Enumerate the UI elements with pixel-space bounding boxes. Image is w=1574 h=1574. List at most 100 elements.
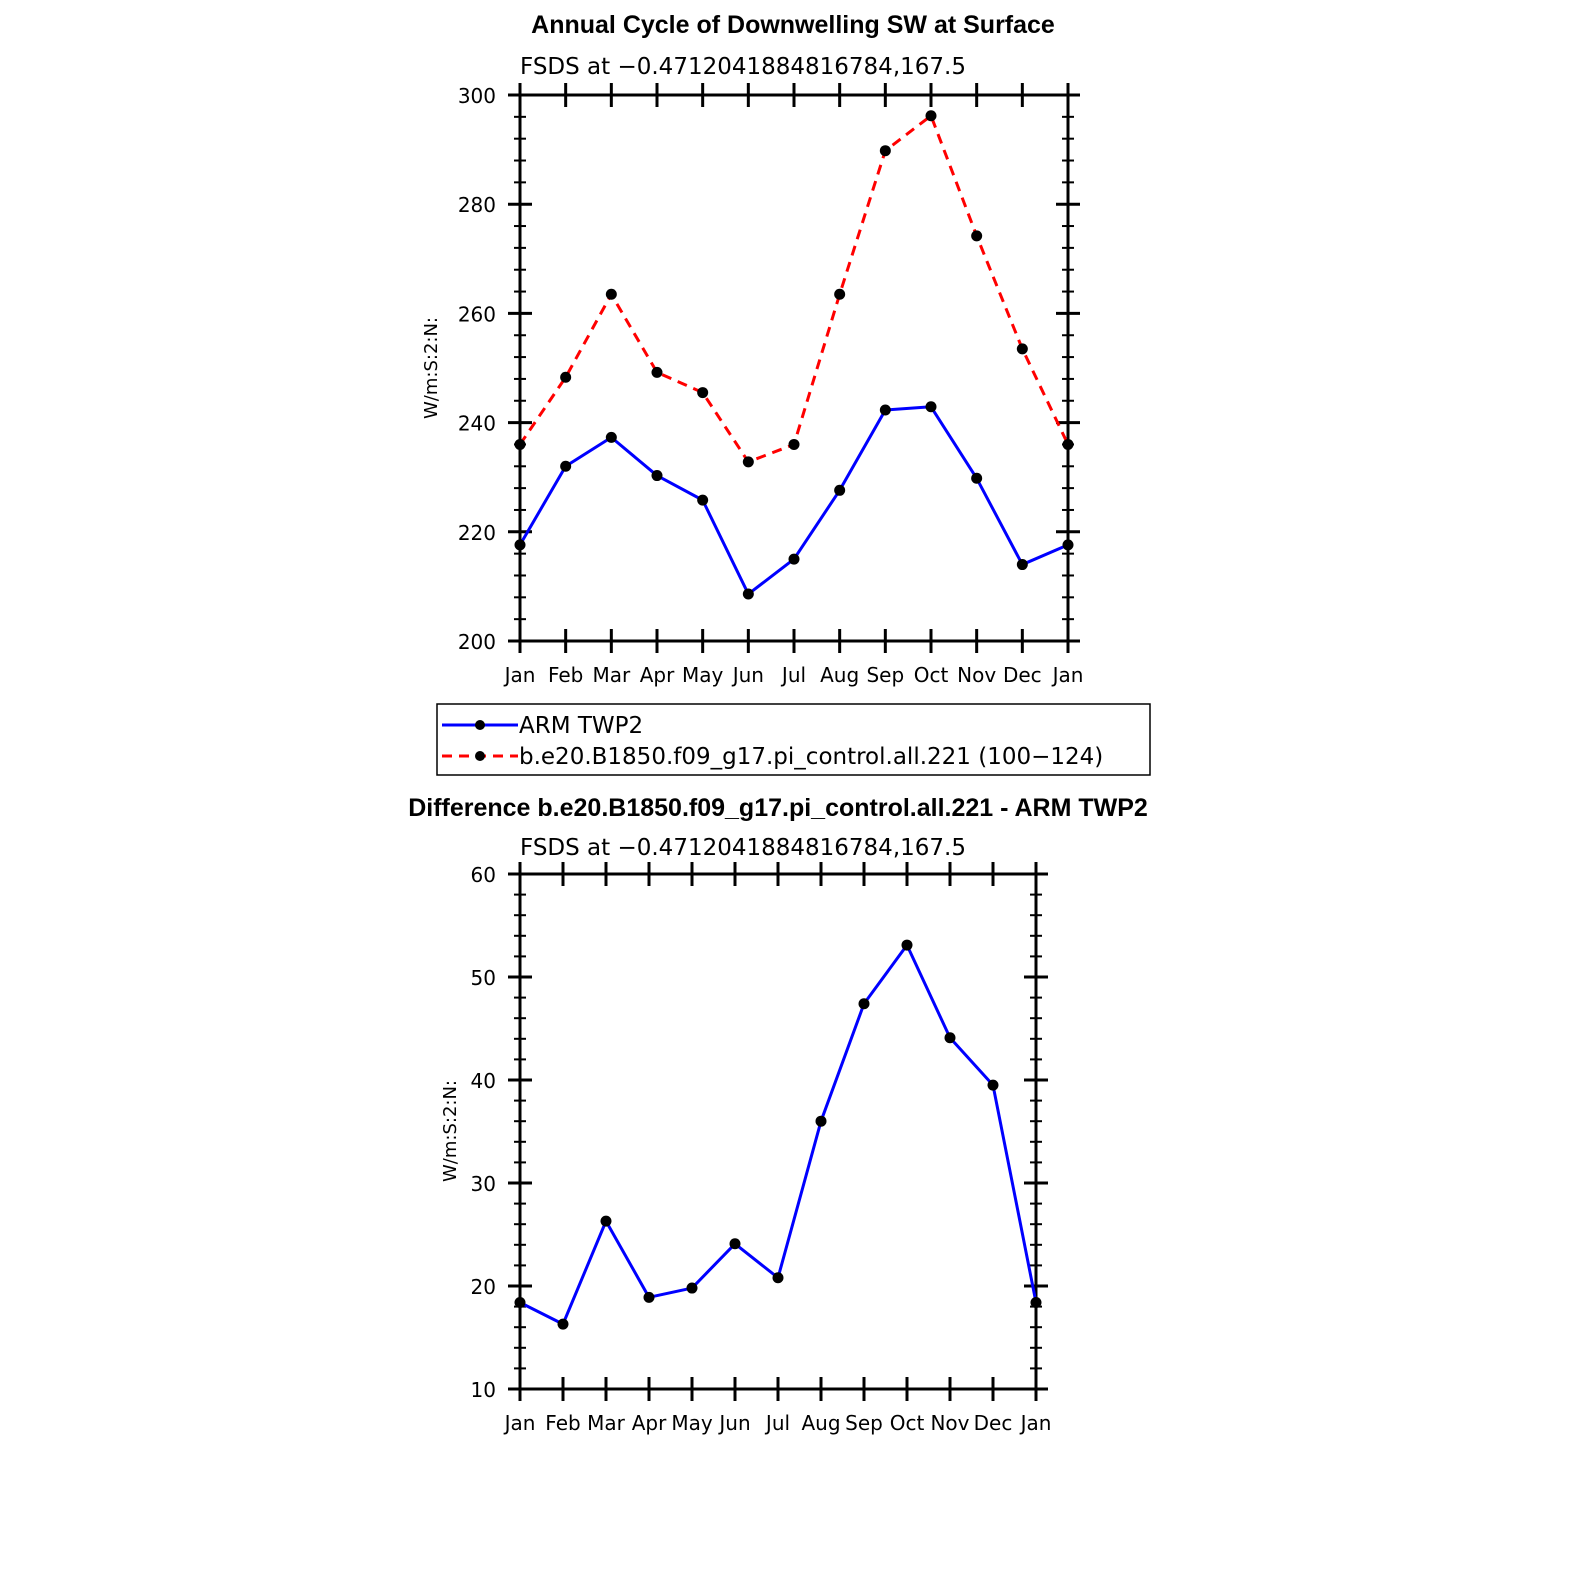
data-point	[925, 110, 937, 122]
y-tick-label: 10	[471, 1378, 496, 1402]
x-tick-label: May	[671, 1411, 713, 1435]
data-point	[858, 998, 870, 1010]
y-tick-label: 220	[458, 521, 496, 545]
y-tick-labels: 10 20 30 40 50 60	[471, 863, 496, 1402]
x-tick-label: Apr	[640, 663, 675, 687]
x-tick-label: Jan	[503, 1411, 536, 1435]
legend-marker-model	[475, 751, 485, 761]
data-point	[1016, 559, 1028, 571]
data-point	[697, 494, 709, 506]
axis-ticks	[508, 83, 1080, 653]
data-point	[742, 456, 754, 468]
x-tick-label: Sep	[866, 663, 904, 687]
chart-title: Difference b.e20.B1850.f09_g17.pi_contro…	[408, 794, 1148, 822]
x-tick-label: Apr	[632, 1411, 667, 1435]
data-point	[560, 460, 572, 472]
annual-cycle-chart: Annual Cycle of Downwelling SW at Surfac…	[421, 11, 1083, 687]
x-tick-label: Feb	[548, 663, 583, 687]
series-group	[514, 939, 1042, 1330]
y-tick-label: 40	[471, 1069, 496, 1093]
data-point	[925, 401, 937, 413]
data-point	[987, 1079, 999, 1091]
x-tick-label: Mar	[587, 1411, 626, 1435]
y-tick-label: 240	[458, 412, 496, 436]
data-point	[514, 438, 526, 450]
y-tick-label: 200	[458, 630, 496, 654]
data-point	[815, 1115, 827, 1127]
x-tick-label: Feb	[545, 1411, 580, 1435]
x-tick-labels: Jan Feb Mar Apr May Jun Jul Aug Sep Oct Nov Dec Jan	[503, 1411, 1052, 1435]
legend-marker-arm	[475, 720, 485, 730]
legend: ARM TWP2 b.e20.B1850.f09_g17.pi_control.…	[436, 703, 1151, 776]
x-tick-label: Nov	[930, 1411, 969, 1435]
data-point	[605, 431, 617, 443]
x-tick-label: Nov	[957, 663, 996, 687]
data-point	[729, 1238, 741, 1250]
x-tick-label: Jun	[731, 663, 764, 687]
y-tick-label: 260	[458, 302, 496, 326]
data-point	[834, 288, 846, 300]
data-point	[834, 484, 846, 496]
data-point	[600, 1215, 612, 1227]
x-tick-labels: Jan Feb Mar Apr May Jun Jul Aug Sep Oct Nov Dec Jan	[503, 663, 1084, 687]
y-axis-label: W/m:S:2:N:	[421, 317, 442, 419]
data-point	[686, 1282, 698, 1294]
data-point	[1062, 438, 1074, 450]
data-point	[1016, 343, 1028, 355]
series-group	[514, 110, 1074, 600]
x-tick-label: May	[682, 663, 724, 687]
x-tick-label: Mar	[592, 663, 631, 687]
x-tick-label: Jan	[1051, 663, 1084, 687]
data-point	[605, 288, 617, 300]
x-tick-label: Aug	[801, 1411, 840, 1435]
x-tick-label: Oct	[890, 1411, 925, 1435]
y-tick-label: 300	[458, 84, 496, 108]
data-point	[879, 145, 891, 157]
legend-label-model: b.e20.B1850.f09_g17.pi_control.all.221 (…	[519, 744, 1103, 770]
chart-subtitle: FSDS at −0.4712041884816784,167.5	[520, 54, 966, 80]
legend-label-arm: ARM TWP2	[519, 713, 643, 739]
data-point	[944, 1032, 956, 1044]
x-tick-label: Jul	[780, 663, 806, 687]
data-point	[514, 539, 526, 551]
y-tick-labels: 200 220 240 260 280 300	[458, 84, 496, 654]
data-point	[788, 438, 800, 450]
plot-frame	[518, 872, 1038, 1391]
x-tick-label: Jul	[764, 1411, 790, 1435]
data-point	[560, 371, 572, 383]
x-tick-label: Dec	[974, 1411, 1013, 1435]
data-point	[697, 387, 709, 399]
data-point	[643, 1291, 655, 1303]
data-point	[514, 1296, 526, 1308]
data-point	[742, 588, 754, 600]
data-point	[1062, 539, 1074, 551]
x-tick-label: Dec	[1003, 663, 1042, 687]
data-point	[1030, 1296, 1042, 1308]
y-axis-label: W/m:S:2:N:	[440, 1080, 461, 1182]
x-tick-label: Aug	[820, 663, 859, 687]
data-point	[557, 1318, 569, 1330]
difference-chart: Difference b.e20.B1850.f09_g17.pi_contro…	[408, 794, 1148, 1435]
data-point	[651, 470, 663, 482]
data-point	[901, 939, 913, 951]
axis-ticks	[508, 862, 1048, 1401]
x-tick-label: Jan	[1019, 1411, 1052, 1435]
series-line-1	[518, 114, 1070, 464]
data-point	[772, 1272, 784, 1284]
y-tick-label: 20	[471, 1275, 496, 1299]
y-tick-label: 60	[471, 863, 496, 887]
x-tick-label: Sep	[845, 1411, 883, 1435]
chart-subtitle: FSDS at −0.4712041884816784,167.5	[520, 835, 966, 861]
y-tick-label: 30	[471, 1172, 496, 1196]
series-line-0	[519, 943, 1038, 1326]
data-point	[788, 553, 800, 565]
data-point	[971, 472, 983, 484]
y-tick-label: 280	[458, 193, 496, 217]
chart-title: Annual Cycle of Downwelling SW at Surfac…	[531, 11, 1055, 39]
x-tick-label: Oct	[914, 663, 949, 687]
x-tick-label: Jan	[503, 663, 536, 687]
data-point	[879, 404, 891, 416]
data-point	[971, 230, 983, 242]
legend-box	[436, 703, 1151, 776]
x-tick-label: Jun	[717, 1411, 750, 1435]
